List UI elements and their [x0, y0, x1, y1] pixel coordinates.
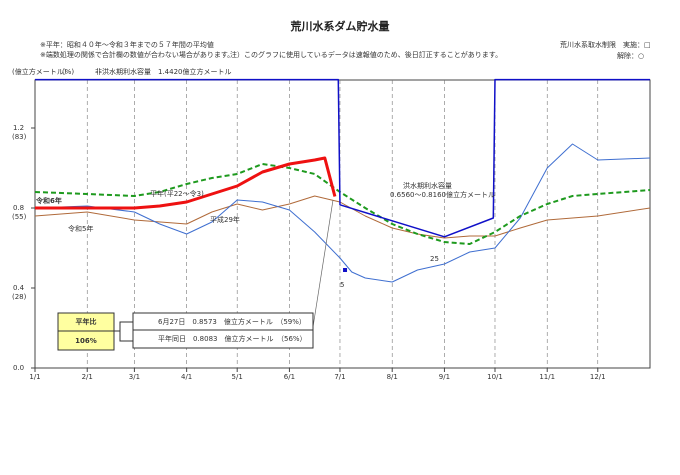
annotation: 平年(平22～令3) — [150, 189, 204, 198]
x-tick-label: 2/1 — [82, 373, 93, 381]
ratio-label: 平年比 — [76, 317, 97, 326]
series-line — [35, 156, 337, 210]
x-tick-label: 1/1 — [29, 373, 40, 381]
annotation: 0.6560～0.8160億立方メートル — [390, 190, 495, 199]
detail-row: 平年同日 0.8083 億立方メートル （56%） — [158, 334, 307, 343]
x-tick-label: 9/1 — [439, 373, 450, 381]
x-tick-label: 5/1 — [232, 373, 243, 381]
y-percent-label: (28) — [12, 293, 27, 301]
restriction-marker — [343, 268, 348, 272]
x-tick-label: 11/1 — [539, 373, 555, 381]
x-tick-label: 4/1 — [181, 373, 192, 381]
annotation: 25 — [430, 255, 439, 263]
series-line — [34, 143, 651, 283]
y-percent-label: (83) — [12, 133, 27, 141]
disclaimer: 注）このグラフに使用しているデータは速報値のため、後日訂正することがあります。 — [230, 50, 502, 59]
bracket — [114, 321, 133, 342]
x-tick-label: 12/1 — [590, 373, 606, 381]
annotation: 令和5年 — [68, 224, 93, 233]
ratio-value: 106% — [75, 337, 97, 345]
y-axis-label: (億立方メートル) — [12, 67, 67, 76]
x-tick-label: 6/1 — [284, 373, 295, 381]
annotation: 令和6年 — [35, 196, 62, 205]
restriction-legend: 荒川水系取水制限 実施：□ — [560, 40, 651, 49]
annotation: 非洪水期利水容量 1.4420億立方メートル — [95, 67, 232, 76]
x-tick-label: 3/1 — [129, 373, 140, 381]
chart-title: 荒川水系ダム貯水量 — [290, 19, 390, 33]
annotation: 洪水期利水容量 — [403, 181, 452, 190]
restriction-legend: 解除：○ — [617, 51, 644, 60]
y-tick-label: 0.8 — [13, 204, 24, 212]
x-tick-label: 10/1 — [487, 373, 503, 381]
note: ※端数処理の関係で合計欄の数値が合わない場合があります。 — [40, 50, 234, 59]
leader-line — [312, 199, 334, 328]
y-percent-label: (55) — [12, 213, 27, 221]
x-tick-label: 7/1 — [334, 373, 345, 381]
y-tick-label: 0.0 — [13, 364, 24, 372]
annotation: 平成29年 — [210, 215, 240, 224]
series-line — [35, 78, 650, 238]
y-tick-label: 0.4 — [13, 284, 25, 292]
x-tick-label: 8/1 — [387, 373, 398, 381]
y-tick-label: 1.2 — [13, 124, 24, 132]
plot-frame — [34, 79, 651, 369]
annotation: 5 — [340, 281, 344, 289]
series-line — [34, 163, 651, 245]
series-line — [34, 195, 651, 239]
note: ※平年：昭和４０年～令和３年までの５７年間の平均値 — [40, 40, 214, 49]
detail-row: 6月27日 0.8573 億立方メートル （59%） — [158, 317, 306, 326]
y-percent-axis-label: (%) — [62, 68, 74, 76]
